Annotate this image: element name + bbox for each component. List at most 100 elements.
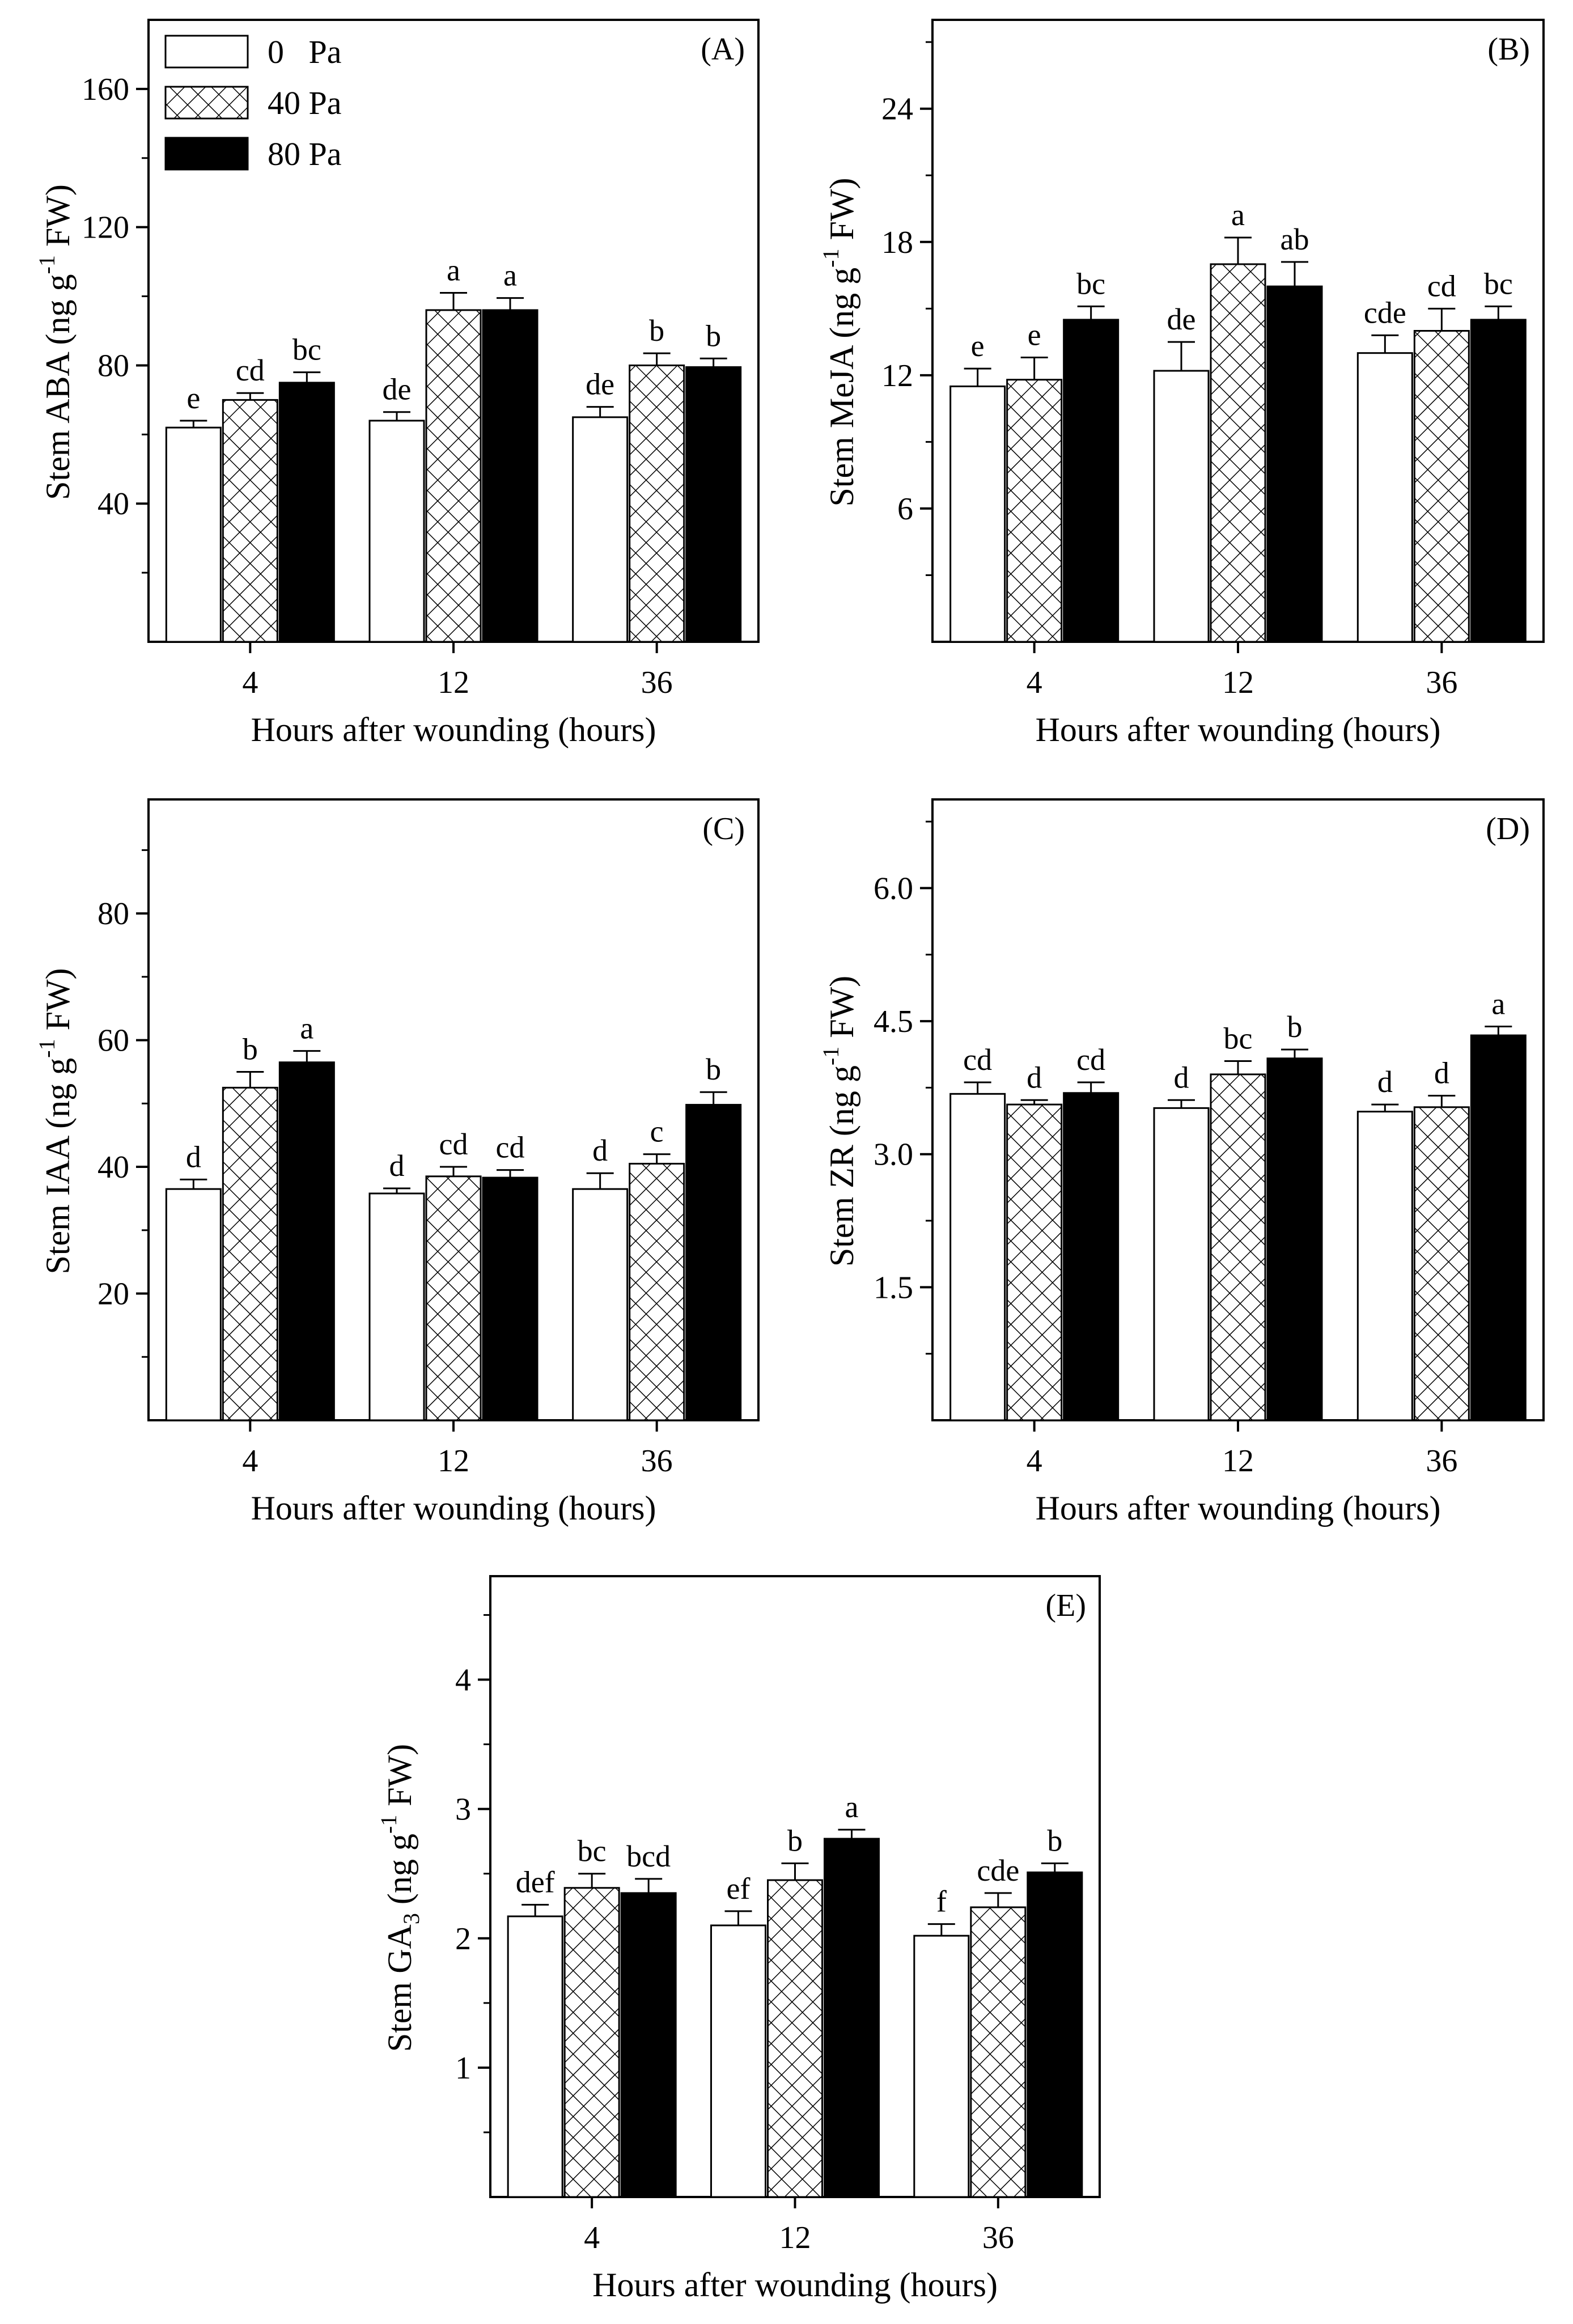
- bar-40pa-12h: [767, 1879, 823, 2198]
- y-tick-label: 20: [97, 1277, 129, 1312]
- x-tick-label: 36: [1426, 1443, 1457, 1479]
- significance-letter: d: [592, 1133, 608, 1167]
- significance-letter: a: [503, 259, 517, 293]
- bar-40pa-36h: [629, 1162, 685, 1421]
- significance-letter: b: [649, 314, 664, 348]
- bar-80pa-4h: [1063, 1092, 1120, 1421]
- bar-40pa-4h: [1006, 1103, 1063, 1421]
- legend-label: 40 Pa: [268, 84, 342, 121]
- bar-40pa-4h: [222, 399, 278, 643]
- bar-80pa-4h: [1063, 319, 1120, 643]
- y-tick-label: 12: [881, 358, 913, 393]
- significance-letter: d: [1174, 1060, 1189, 1094]
- legend-label: 0 Pa: [268, 33, 342, 70]
- bar-0pa-4h: [949, 1093, 1006, 1421]
- significance-letter: de: [383, 372, 412, 407]
- significance-letter: bc: [1076, 266, 1105, 300]
- bar-80pa-36h: [1470, 319, 1527, 643]
- significance-letter: cd: [236, 353, 265, 387]
- panel-label: (E): [1045, 1588, 1086, 1623]
- significance-letter: cde: [977, 1853, 1019, 1887]
- bar-0pa-36h: [913, 1934, 970, 2198]
- bar-40pa-4h: [1006, 379, 1063, 643]
- bar-0pa-4h: [165, 426, 222, 643]
- bar-0pa-12h: [368, 420, 425, 643]
- bar-40pa-36h: [1413, 1106, 1470, 1421]
- x-tick-label: 12: [1222, 665, 1254, 700]
- panel-label: (B): [1487, 32, 1530, 67]
- bar-80pa-12h: [824, 1838, 880, 2198]
- x-tick-label: 4: [1027, 1443, 1042, 1479]
- bar-80pa-4h: [620, 1892, 677, 2198]
- bar-0pa-12h: [710, 1924, 766, 2198]
- y-tick-label: 18: [881, 225, 913, 260]
- significance-letter: bc: [292, 333, 321, 367]
- legend: 0 Pa 40 Pa 80 Pa: [164, 33, 342, 172]
- y-tick-label: 4: [455, 1663, 471, 1698]
- bar-80pa-36h: [1027, 1871, 1083, 2198]
- significance-letter: b: [243, 1032, 258, 1066]
- bar-40pa-12h: [425, 1175, 482, 1421]
- significance-letter: cd: [963, 1043, 992, 1077]
- x-tick-label: 4: [1027, 665, 1042, 700]
- y-tick-label: 40: [97, 1150, 129, 1185]
- y-tick-label: 120: [82, 210, 129, 245]
- bar-0pa-4h: [507, 1915, 563, 2198]
- x-tick-label: 4: [242, 1443, 258, 1479]
- significance-letter: de: [586, 367, 614, 401]
- significance-letter: cde: [1364, 295, 1406, 329]
- bar-0pa-12h: [1153, 370, 1210, 643]
- legend-swatch-40pa: [164, 86, 249, 120]
- significance-letter: cd: [439, 1127, 468, 1161]
- significance-letter: a: [845, 1790, 859, 1824]
- bar-0pa-36h: [1356, 352, 1413, 643]
- x-tick-label: 4: [584, 2220, 600, 2255]
- x-axis-title: Hours after wounding (hours): [592, 2266, 998, 2304]
- significance-letter: a: [447, 253, 460, 287]
- significance-letter: bc: [1224, 1021, 1253, 1055]
- bar-0pa-36h: [1356, 1111, 1413, 1421]
- legend-swatch-0pa: [164, 35, 249, 69]
- significance-letter: b: [706, 1052, 721, 1086]
- bar-80pa-36h: [685, 1104, 742, 1421]
- y-tick-label: 3.0: [874, 1137, 913, 1172]
- bar-40pa-12h: [1210, 263, 1266, 643]
- bar-40pa-4h: [563, 1887, 620, 2198]
- bar-40pa-36h: [970, 1906, 1027, 2198]
- y-tick-label: 4.5: [874, 1004, 913, 1039]
- y-tick-label: 24: [881, 92, 913, 127]
- significance-letter: d: [1027, 1060, 1042, 1094]
- y-tick-label: 1.5: [874, 1270, 913, 1305]
- x-axis-title: Hours after wounding (hours): [1036, 711, 1441, 748]
- significance-letter: c: [650, 1115, 664, 1149]
- y-tick-label: 6.0: [874, 871, 913, 906]
- significance-letter: a: [1491, 987, 1505, 1021]
- x-tick-label: 36: [982, 2220, 1014, 2255]
- bar-80pa-4h: [278, 382, 335, 643]
- bar-0pa-36h: [572, 1188, 629, 1421]
- y-tick-label: 80: [97, 348, 129, 383]
- significance-letter: b: [1287, 1010, 1303, 1044]
- bar-80pa-12h: [482, 1176, 539, 1421]
- x-axis-title: Hours after wounding (hours): [1036, 1489, 1441, 1527]
- y-tick-label: 6: [897, 492, 913, 527]
- x-tick-label: 4: [242, 665, 258, 700]
- legend-swatch-80pa: [164, 137, 249, 171]
- bar-40pa-12h: [425, 309, 482, 643]
- significance-letter: b: [1047, 1823, 1062, 1857]
- bar-80pa-36h: [1470, 1034, 1527, 1421]
- bar-80pa-4h: [278, 1061, 335, 1421]
- significance-letter: e: [971, 329, 985, 363]
- bar-40pa-36h: [1413, 330, 1470, 643]
- significance-letter: b: [787, 1823, 803, 1857]
- y-axis-title: Stem GA3 (ng g-1 FW): [376, 1744, 424, 2052]
- panel-label: (C): [702, 811, 745, 846]
- bar-40pa-36h: [629, 364, 685, 643]
- bar-0pa-12h: [368, 1192, 425, 1421]
- y-axis-title: Stem ZR (ng g-1 FW): [818, 976, 860, 1267]
- y-tick-label: 2: [455, 1921, 471, 1957]
- bar-80pa-12h: [1266, 285, 1323, 643]
